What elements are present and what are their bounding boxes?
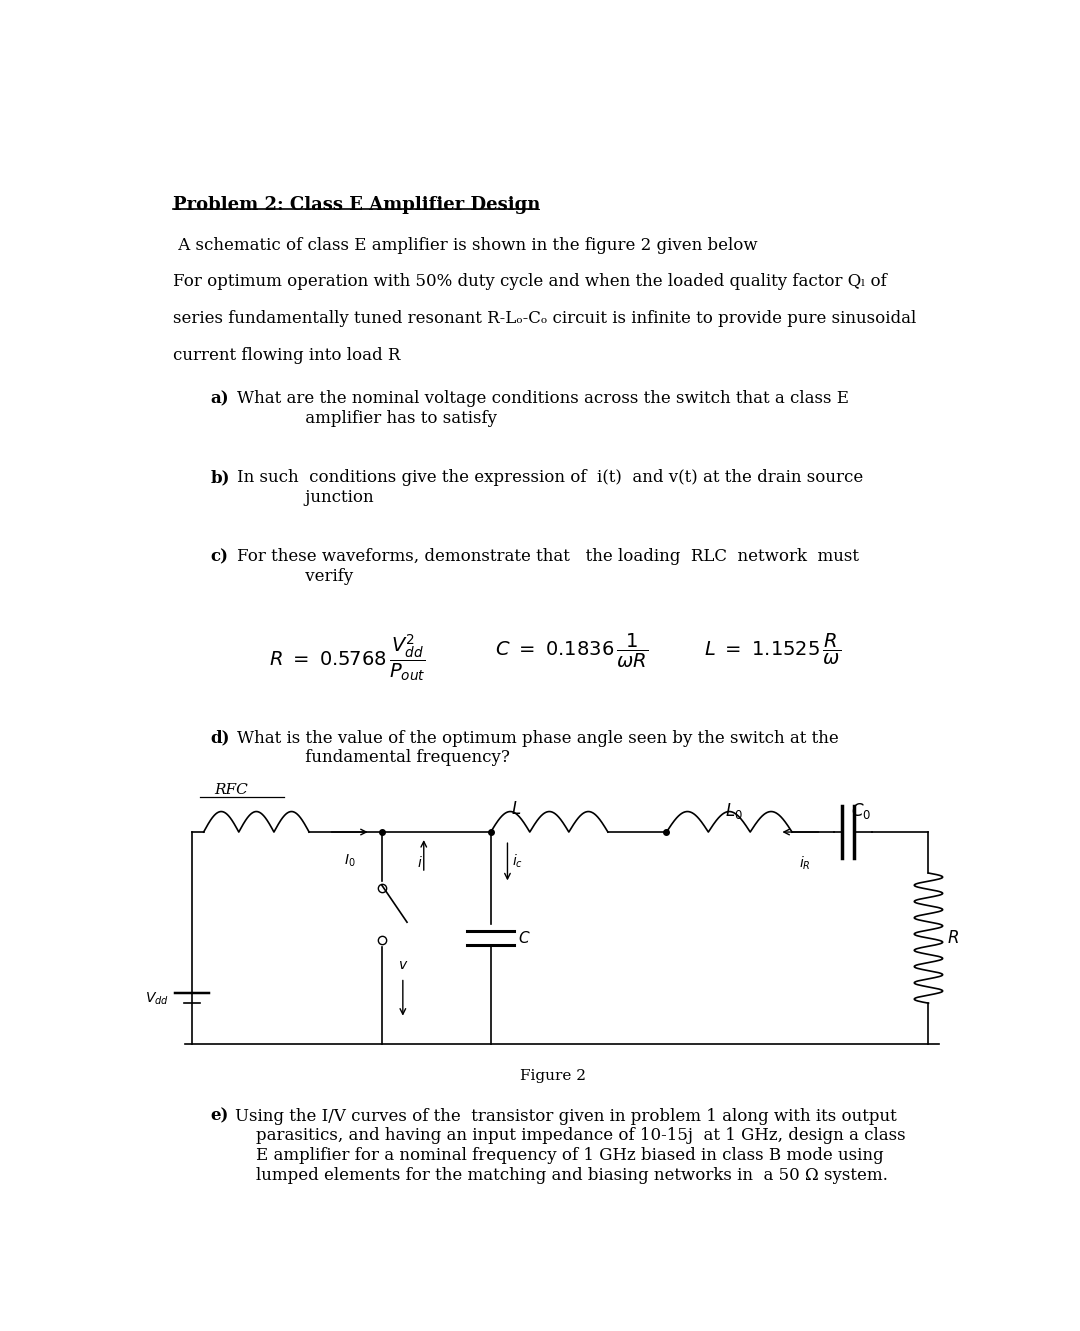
Text: b): b): [211, 470, 230, 486]
Text: series fundamentally tuned resonant R-Lₒ-Cₒ circuit is infinite to provide pure : series fundamentally tuned resonant R-Lₒ…: [173, 310, 916, 327]
Text: For optimum operation with 50% duty cycle and when the loaded quality factor Qₗ : For optimum operation with 50% duty cycl…: [173, 273, 887, 290]
Text: $v$: $v$: [397, 958, 408, 973]
Text: $L$: $L$: [511, 801, 521, 819]
Text: What is the value of the optimum phase angle seen by the switch at the
         : What is the value of the optimum phase a…: [238, 729, 839, 767]
Text: $V_{dd}$: $V_{dd}$: [145, 990, 168, 1008]
Text: $C_0$: $C_0$: [851, 801, 872, 821]
Text: $R\ =\ 0.5768\,\dfrac{V_{dd}^{2}}{P_{out}}$: $R\ =\ 0.5768\,\dfrac{V_{dd}^{2}}{P_{out…: [269, 632, 426, 683]
Text: current flowing into load R: current flowing into load R: [173, 347, 400, 365]
Text: d): d): [211, 729, 230, 747]
Text: RFC: RFC: [215, 783, 248, 797]
Text: $i_c$: $i_c$: [512, 853, 523, 870]
Text: A schematic of class E amplifier is shown in the figure 2 given below: A schematic of class E amplifier is show…: [173, 237, 757, 254]
Text: Figure 2: Figure 2: [521, 1069, 586, 1083]
Text: $i_R$: $i_R$: [799, 855, 810, 872]
Text: $L\ =\ 1.1525\,\dfrac{R}{\omega}$: $L\ =\ 1.1525\,\dfrac{R}{\omega}$: [704, 632, 841, 667]
Text: $C$: $C$: [518, 930, 531, 946]
Text: e): e): [211, 1107, 229, 1125]
Text: $C\ =\ 0.1836\,\dfrac{1}{\omega R}$: $C\ =\ 0.1836\,\dfrac{1}{\omega R}$: [495, 632, 648, 671]
Text: Problem 2: Class E Amplifier Design: Problem 2: Class E Amplifier Design: [173, 196, 540, 213]
Text: a): a): [211, 390, 229, 407]
Text: $L_0$: $L_0$: [725, 801, 742, 821]
Text: $I_0$: $I_0$: [343, 853, 355, 869]
Text: What are the nominal voltage conditions across the switch that a class E
       : What are the nominal voltage conditions …: [238, 390, 849, 427]
Text: For these waveforms, demonstrate that   the loading  RLC  network  must
        : For these waveforms, demonstrate that th…: [238, 548, 859, 584]
Text: Using the I/V curves of the  transistor given in problem 1 along with its output: Using the I/V curves of the transistor g…: [235, 1107, 906, 1183]
Text: $i$: $i$: [417, 855, 422, 869]
Text: In such  conditions give the expression of  i(t)  and v(t) at the drain source
 : In such conditions give the expression o…: [238, 470, 863, 506]
Text: $R$: $R$: [947, 929, 959, 946]
Text: c): c): [211, 548, 228, 566]
